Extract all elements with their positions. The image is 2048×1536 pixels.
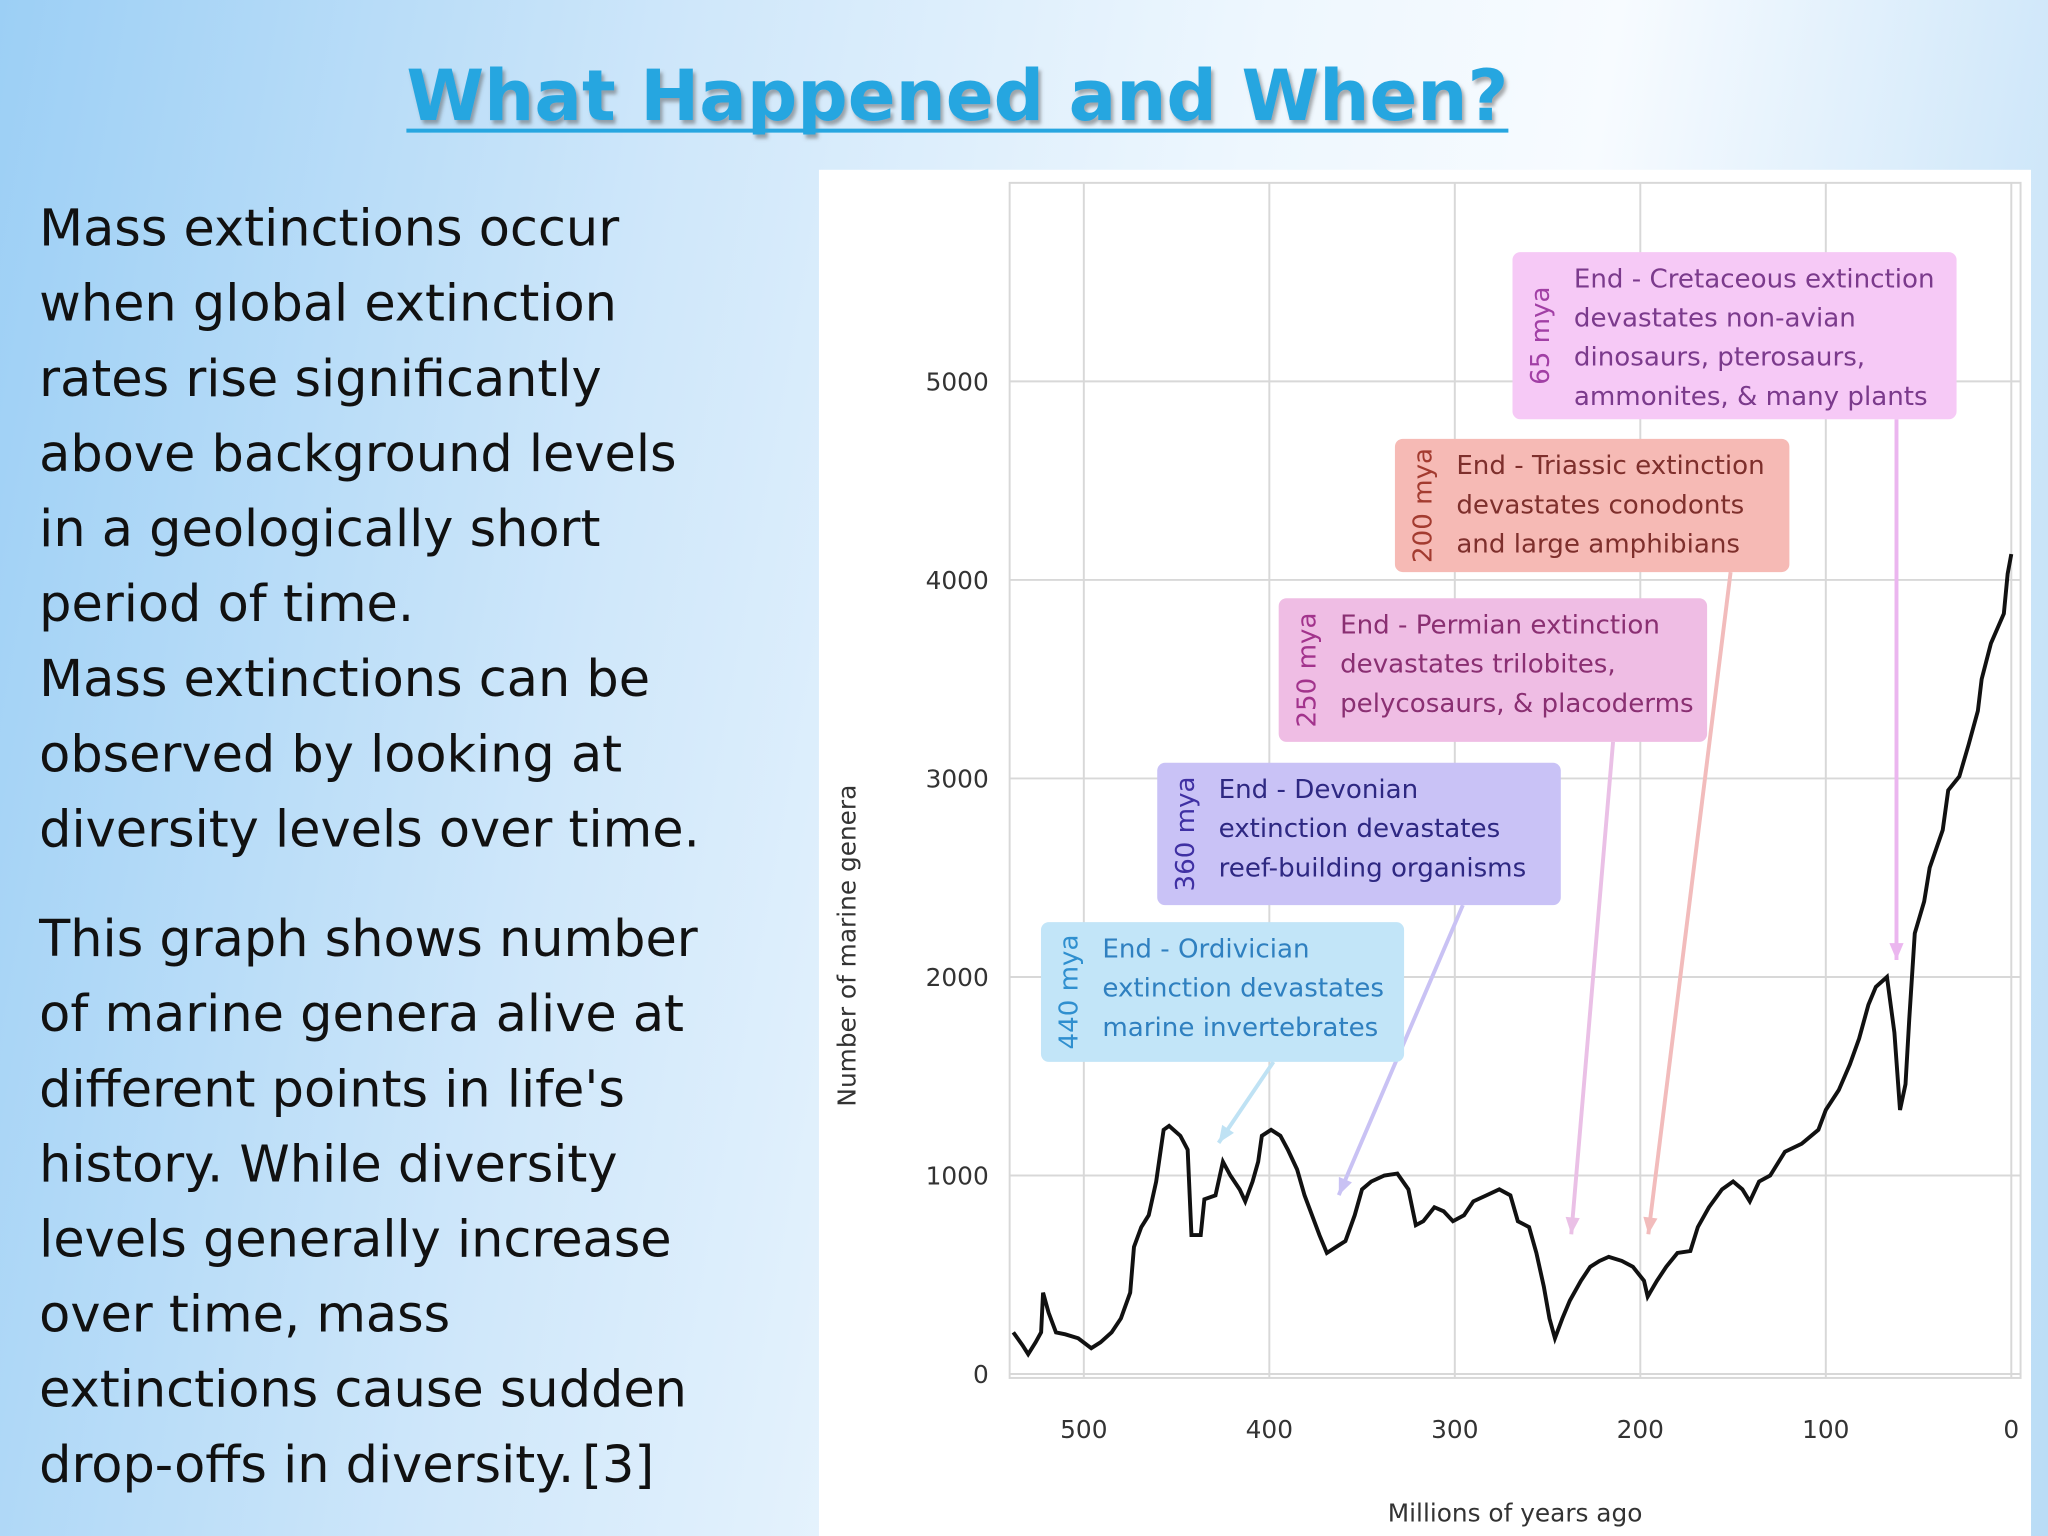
annotation-text: ammonites, & many plants — [1574, 382, 1928, 412]
body-line: of marine genera alive at — [39, 985, 684, 1044]
slide-title: What Happened and When? — [406, 55, 1508, 137]
annotation-date: 440 mya — [1055, 934, 1085, 1049]
annotation-text: End - Ordivician — [1102, 934, 1309, 964]
annotation-text: pelycosaurs, & placoderms — [1340, 689, 1694, 719]
annotation-text: End - Permian extinction — [1340, 610, 1660, 640]
x-axis-title: Millions of years ago — [1388, 1499, 1643, 1528]
x-tick-label: 0 — [2003, 1415, 2019, 1444]
annotation-date: 250 mya — [1292, 613, 1322, 728]
annotation-box — [1278, 598, 1708, 742]
y-tick-label: 4000 — [926, 566, 989, 595]
annotation: 65 mya End - Cretaceous extinction devasta… — [1512, 252, 1957, 960]
x-tick-label: 300 — [1431, 1415, 1478, 1444]
body-line: in a geologically short — [39, 500, 600, 559]
annotation-text: reef-building organisms — [1219, 853, 1527, 883]
annotation-arrowhead — [1338, 1176, 1352, 1196]
annotation-arrow — [1646, 571, 1733, 1235]
annotation-text: extinction devastates — [1219, 814, 1501, 844]
x-tick-label: 100 — [1802, 1415, 1849, 1444]
annotation: 360 mya End - Devonian extinction devastat… — [1157, 762, 1561, 1196]
body-line: rates rise significantly — [39, 350, 602, 409]
y-tick-label: 1000 — [926, 1162, 989, 1191]
y-tick-label: 5000 — [926, 368, 989, 397]
annotation-date: 200 mya — [1409, 448, 1439, 563]
annotation-text: End - Devonian — [1219, 775, 1419, 805]
annotation-box — [1157, 762, 1561, 906]
body-line: above background levels — [39, 425, 676, 484]
body-line: different points in life's — [39, 1060, 625, 1119]
body-line: extinctions cause sudden — [39, 1361, 687, 1420]
annotation-text: devastates non-avian — [1574, 304, 1856, 334]
body-line: observed by looking at — [39, 725, 622, 784]
body-line: Mass extinctions can be — [39, 650, 650, 709]
data-line — [1011, 553, 2014, 1358]
body-line: diversity levels over time. — [39, 800, 700, 859]
y-tick-label: 0 — [973, 1360, 989, 1389]
y-tick-label: 2000 — [926, 963, 989, 992]
body-line: history. While diversity — [39, 1135, 617, 1194]
x-tick-label: 400 — [1246, 1415, 1293, 1444]
y-axis-title: Number of marine genera — [833, 785, 862, 1107]
annotation-text: End - Cretaceous extinction — [1574, 264, 1935, 294]
annotation-text: End - Triassic extinction — [1456, 451, 1764, 481]
annotation-arrow — [1569, 741, 1616, 1235]
annotation-date: 360 mya — [1171, 776, 1201, 891]
body-line: Mass extinctions occur — [39, 200, 619, 259]
annotation-arrowhead — [1565, 1216, 1580, 1235]
annotation-text: and large amphibians — [1456, 529, 1740, 559]
citation: [3] — [582, 1436, 654, 1495]
annotation-text: devastates trilobites, — [1340, 650, 1616, 680]
annotation-text: dinosaurs, pterosaurs, — [1574, 343, 1865, 373]
body-line: levels generally increase — [39, 1210, 671, 1269]
annotation: 250 mya End - Permian extinction devastate… — [1278, 598, 1708, 1235]
annotation: 440 mya End - Ordivician extinction devast… — [1040, 922, 1405, 1144]
annotation: 200 mya End - Triassic extinction devastat… — [1394, 438, 1790, 1235]
annotation-text: marine invertebrates — [1102, 1013, 1378, 1043]
body-line: This graph shows number — [38, 910, 698, 969]
annotation-text: devastates conodonts — [1456, 490, 1744, 520]
annotation-text: extinction devastates — [1102, 974, 1384, 1004]
annotation-arrowhead — [1889, 943, 1904, 960]
body-line: over time, mass — [39, 1286, 450, 1345]
annotation-date: 65 mya — [1526, 286, 1556, 384]
y-tick-label: 3000 — [926, 765, 989, 794]
annotation-arrowhead — [1218, 1124, 1234, 1143]
annotation-box — [1512, 252, 1957, 420]
annotation-arrowhead — [1643, 1216, 1658, 1235]
annotation-box — [1040, 922, 1405, 1062]
x-tick-label: 200 — [1617, 1415, 1664, 1444]
x-tick-label: 500 — [1060, 1415, 1107, 1444]
body-line: drop-offs in diversity. — [39, 1436, 574, 1495]
body-line: period of time. — [39, 575, 414, 634]
annotation-box — [1394, 438, 1790, 573]
body-line: when global extinction — [39, 275, 617, 334]
